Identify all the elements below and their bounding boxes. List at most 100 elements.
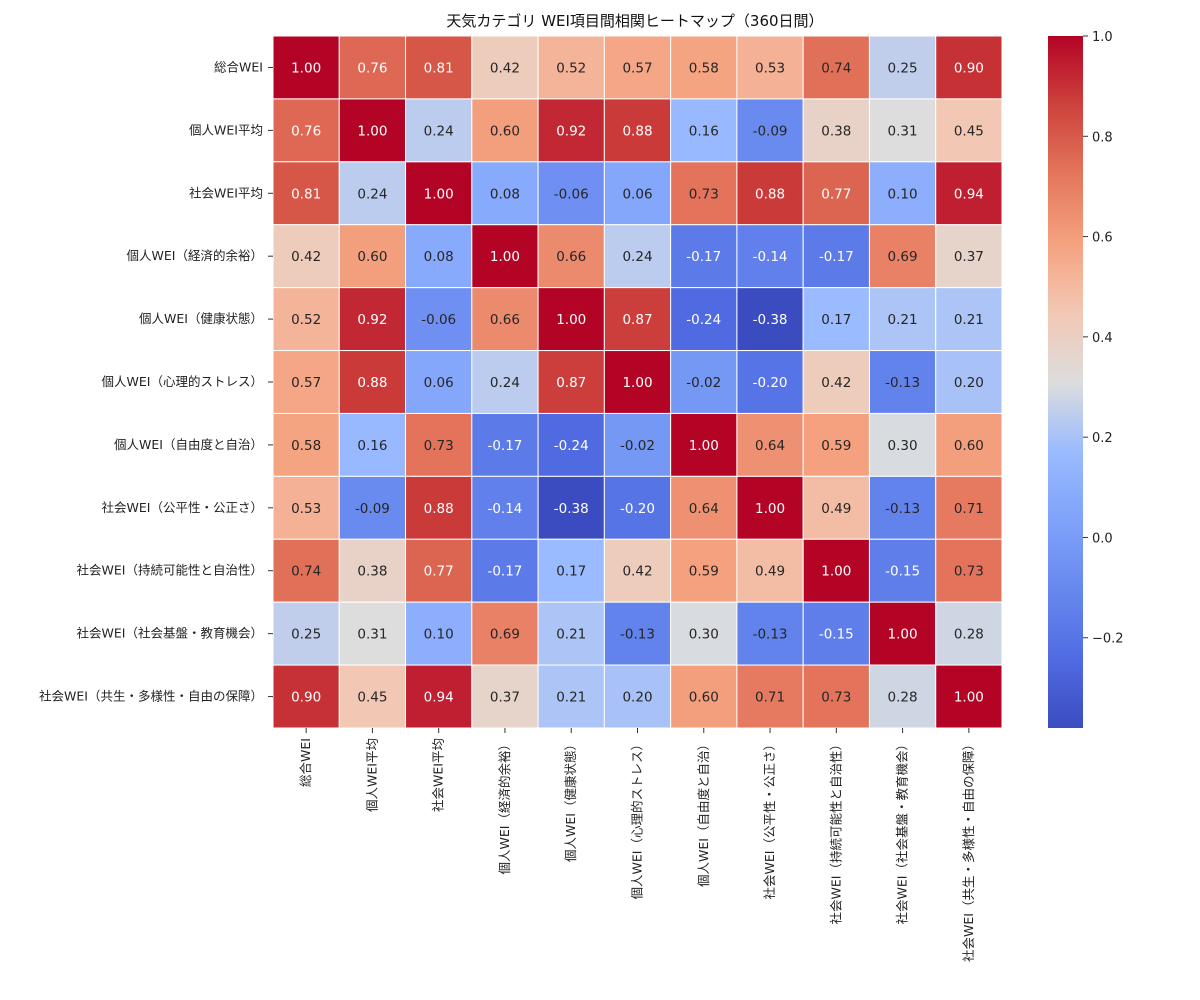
colorbar-tick-label: 0.4 [1092,331,1113,346]
heatmap-cell [338,35,407,100]
cell-value-label: 0.60 [689,690,719,706]
cell-value-label: -0.02 [686,375,721,391]
cell-value-label: 1.00 [357,123,387,139]
cell-value-label: 0.77 [821,186,851,202]
heatmap-cell [272,350,340,414]
cell-value-label: -0.13 [753,627,788,643]
cell-value-label: -0.17 [487,564,522,580]
heatmap-cell [670,412,738,477]
heatmap-cell [338,287,407,352]
cell-value-label: 0.53 [291,501,321,517]
heatmap-cell [272,538,340,603]
heatmap-cell [537,601,605,666]
cell-value-label: 0.16 [689,123,719,139]
cell-value-label: 0.59 [821,438,851,454]
cell-value-label: 0.90 [291,690,321,706]
cell-value-label: 1.00 [291,60,321,76]
heatmap-cell [868,664,937,729]
cell-value-label: 0.24 [357,186,387,202]
heatmap-cell [537,664,605,729]
heatmap-cell [868,412,937,477]
chart-title: 天気カテゴリ WEI項目間相関ヒートマップ（360日間） [446,12,823,30]
cell-value-label: 0.21 [556,690,586,706]
heatmap-cell [935,224,1003,289]
heatmap-cell [868,98,937,163]
heatmap-cell [471,601,539,666]
heatmap-cell [670,98,738,163]
cell-value-label: -0.06 [554,186,589,202]
heatmap-cell [868,601,937,666]
cell-value-label: 0.21 [954,312,984,328]
heatmap-cell [603,664,672,729]
cell-value-label: 0.92 [556,123,586,139]
heatmap-cell [603,224,672,289]
cell-value-label: 0.24 [424,123,454,139]
cell-value-label: 0.73 [424,438,454,454]
heatmap-cell [537,538,605,603]
cell-value-label: 0.90 [954,60,984,76]
cell-value-label: 0.42 [490,60,520,76]
heatmap-cell [537,350,605,414]
cell-value-label: 0.87 [556,375,586,391]
cell-value-label: 1.00 [490,249,520,265]
cell-value-label: 0.20 [954,375,984,391]
cell-value-label: 0.45 [954,123,984,139]
heatmap-cell [736,224,804,289]
heatmap-cell [935,287,1003,352]
heatmap-cell [736,287,804,352]
cell-value-label: 0.08 [490,186,520,202]
cell-value-label: -0.15 [819,627,854,643]
cell-value-label: 1.00 [755,501,785,517]
row-label: 社会WEI（公平性・公正さ） [102,500,263,515]
heatmap-cell [471,161,539,226]
cell-value-label: 0.77 [424,564,454,580]
heatmap-cell [338,475,407,540]
cell-value-label: 0.38 [357,564,387,580]
cell-value-label: 0.52 [556,60,586,76]
heatmap-cell [736,98,804,163]
cell-value-label: 0.73 [954,564,984,580]
heatmap-cell [670,350,738,414]
heatmap-cell [736,601,804,666]
cell-value-label: 0.16 [357,438,387,454]
heatmap-cell [405,350,473,414]
cell-value-label: 0.88 [622,123,652,139]
cell-value-label: 0.24 [490,375,520,391]
cell-value-label: 0.66 [556,249,586,265]
cell-value-label: 1.00 [424,186,454,202]
cell-value-label: -0.09 [753,123,788,139]
cell-value-label: 0.69 [888,249,918,265]
cell-value-label: 1.00 [556,312,586,328]
cell-value-label: 0.42 [622,564,652,580]
row-label: 社会WEI平均 [189,185,263,200]
cell-value-label: 0.37 [490,690,520,706]
column-labels: 総合WEI 個人WEI平均 社会WEI平均 個人WEI（経済的余裕） 個人WEI（健康状… [298,728,976,962]
cell-value-label: 0.87 [622,312,652,328]
colorbar-tick-label: 1.0 [1092,30,1113,45]
cell-value-label: -0.14 [487,501,522,517]
column-label: 個人WEI平均 [364,738,379,812]
cell-value-label: -0.17 [487,438,522,454]
cell-value-label: 0.42 [291,249,321,265]
cell-value-label: 0.08 [424,249,454,265]
cell-value-label: 0.10 [888,186,918,202]
heatmap-cell [537,475,605,540]
column-label: 個人WEI（健康状態） [563,738,578,862]
heatmap-cell [736,350,804,414]
heatmap-cell [471,664,539,729]
row-label: 個人WEI（自由度と自治） [114,437,263,452]
heatmap-cell [603,538,672,603]
cell-value-label: 0.81 [291,186,321,202]
heatmap-cell [802,664,870,729]
heatmap-cell [405,35,473,100]
heatmap-cell [537,287,605,352]
heatmap-cell [935,475,1003,540]
cell-value-label: -0.17 [819,249,854,265]
heatmap-cell [405,287,473,352]
cell-value-label: 0.74 [291,564,321,580]
cell-value-label: 0.25 [888,60,918,76]
heatmap-cell [935,412,1003,477]
heatmap-cell [935,664,1003,729]
row-label: 社会WEI（共生・多様性・自由の保障） [39,689,263,704]
